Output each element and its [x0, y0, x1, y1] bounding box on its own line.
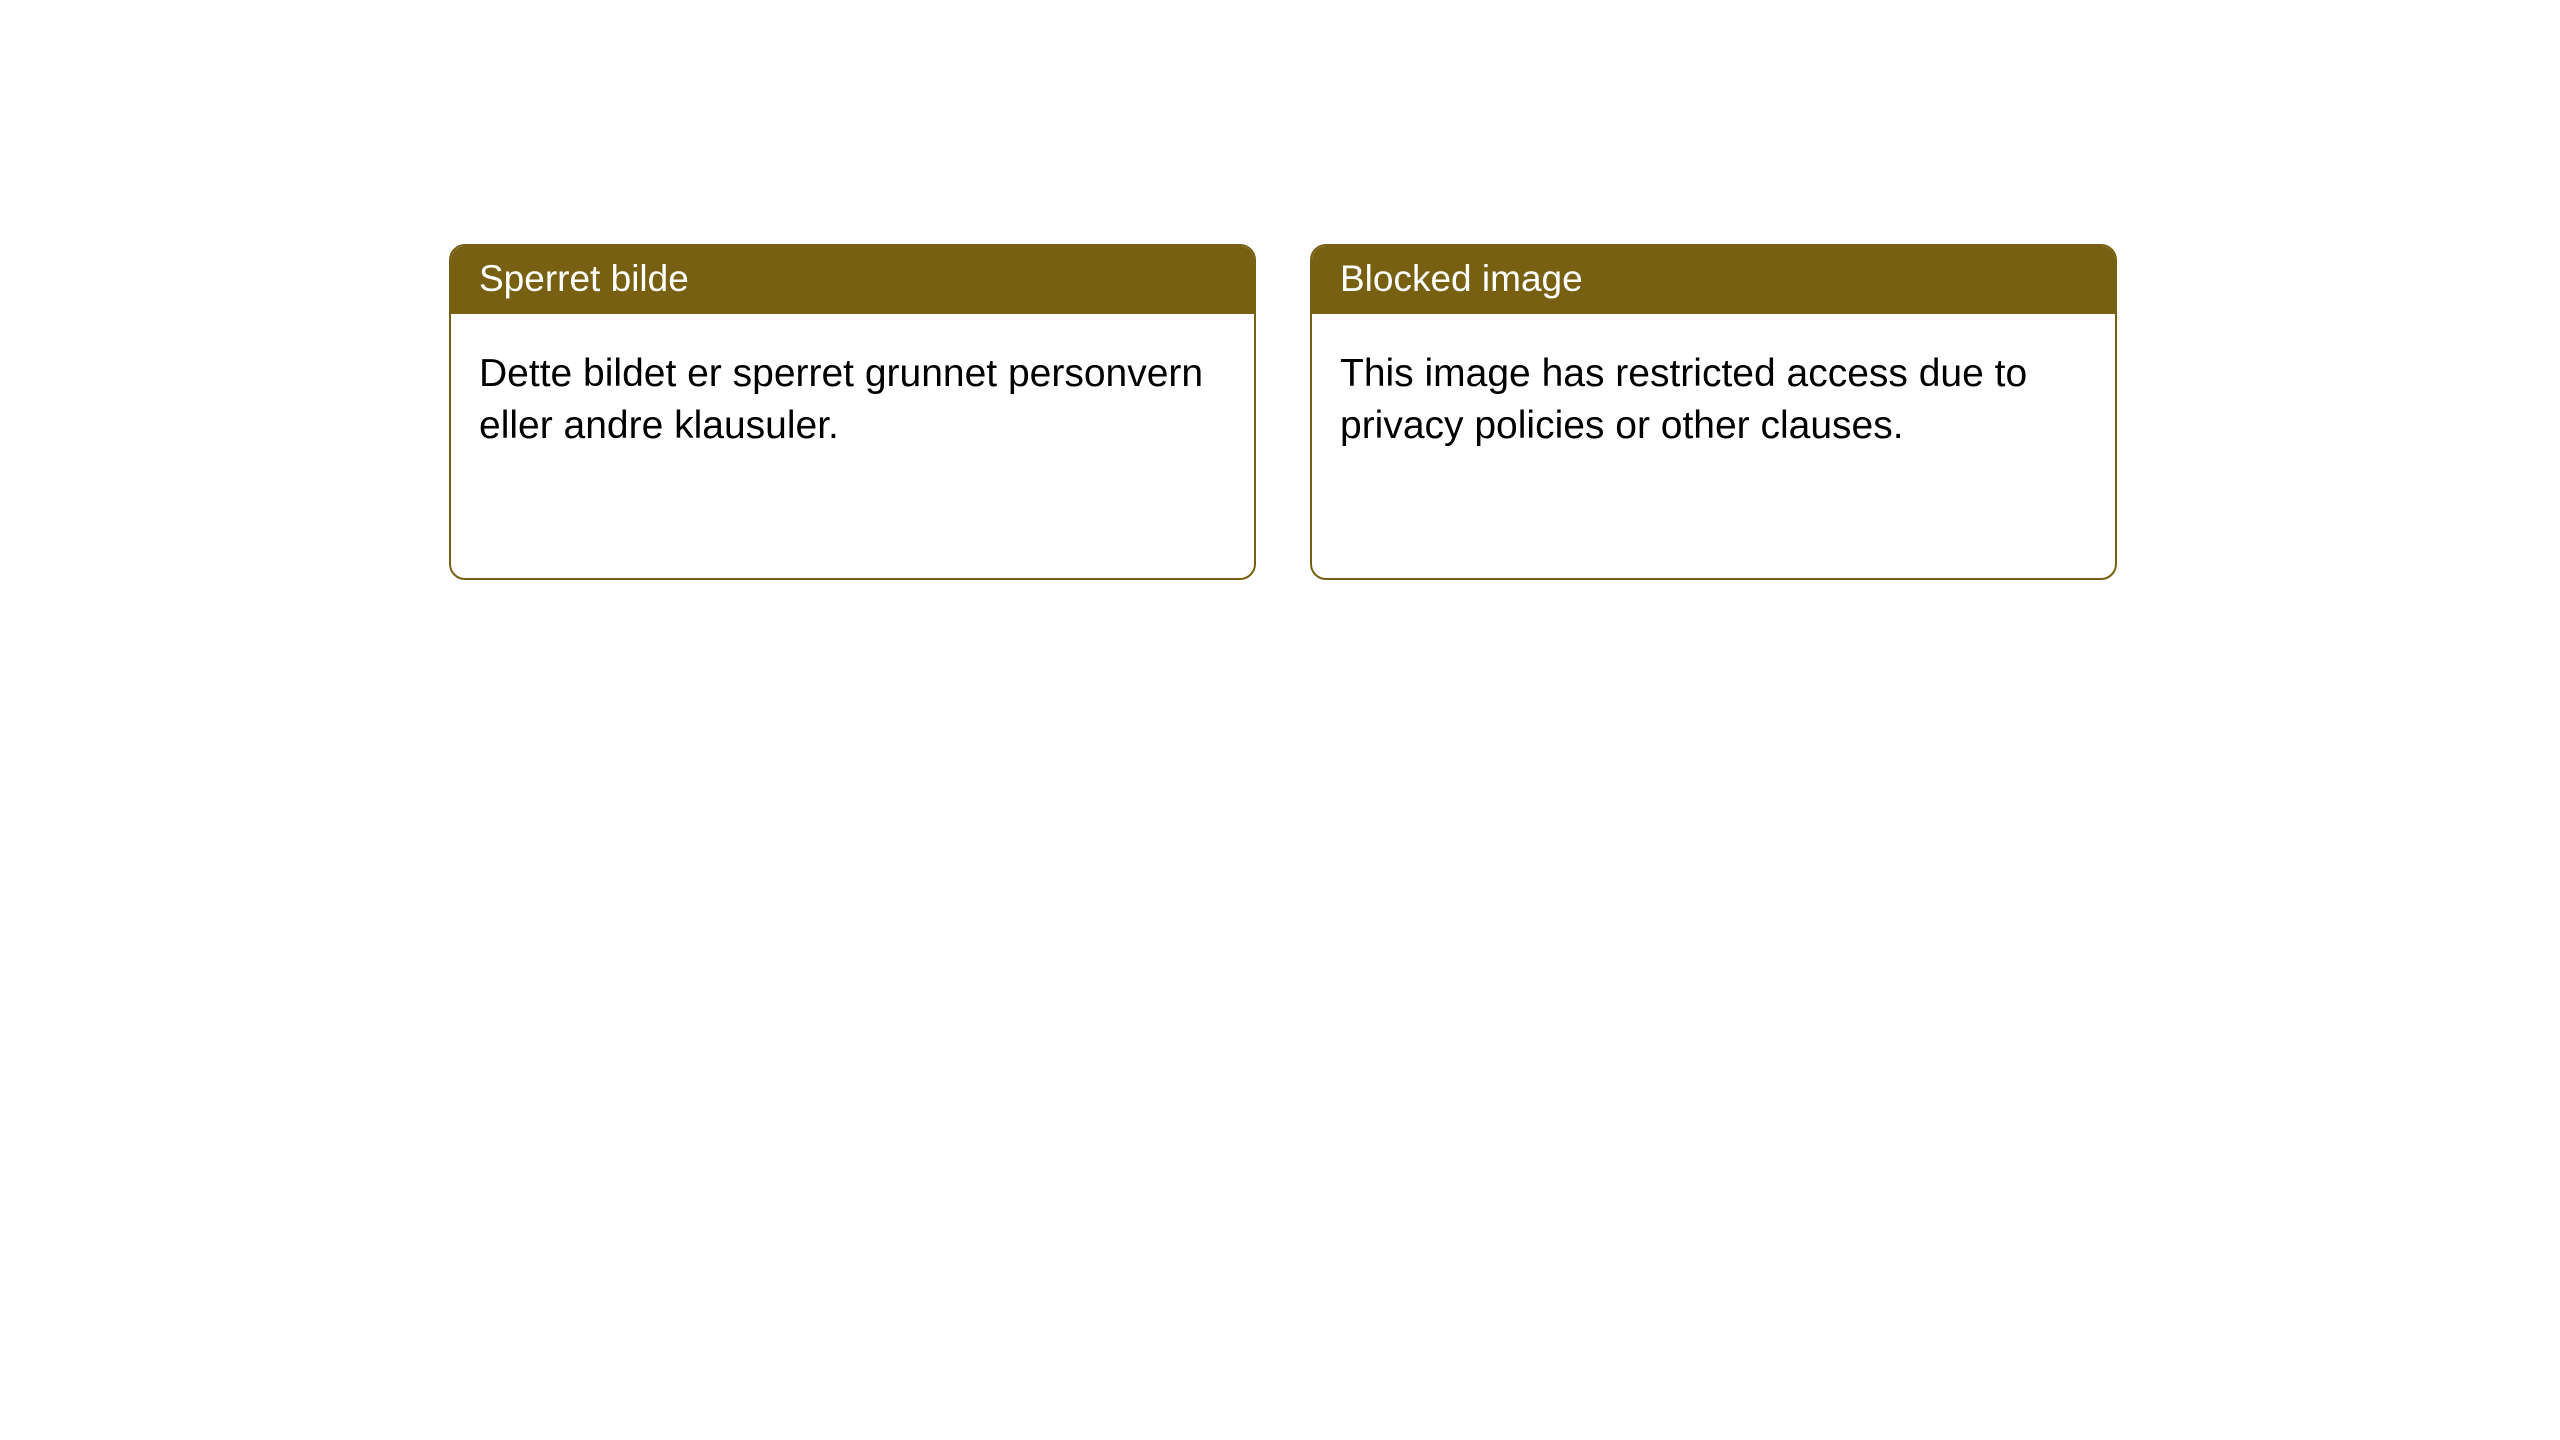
notice-card-norwegian: Sperret bilde Dette bildet er sperret gr…	[449, 244, 1256, 580]
notice-title: Blocked image	[1312, 246, 2115, 314]
notice-body: Dette bildet er sperret grunnet personve…	[451, 314, 1254, 451]
notice-body: This image has restricted access due to …	[1312, 314, 2115, 451]
notice-title: Sperret bilde	[451, 246, 1254, 314]
notice-container: Sperret bilde Dette bildet er sperret gr…	[0, 0, 2560, 580]
notice-card-english: Blocked image This image has restricted …	[1310, 244, 2117, 580]
